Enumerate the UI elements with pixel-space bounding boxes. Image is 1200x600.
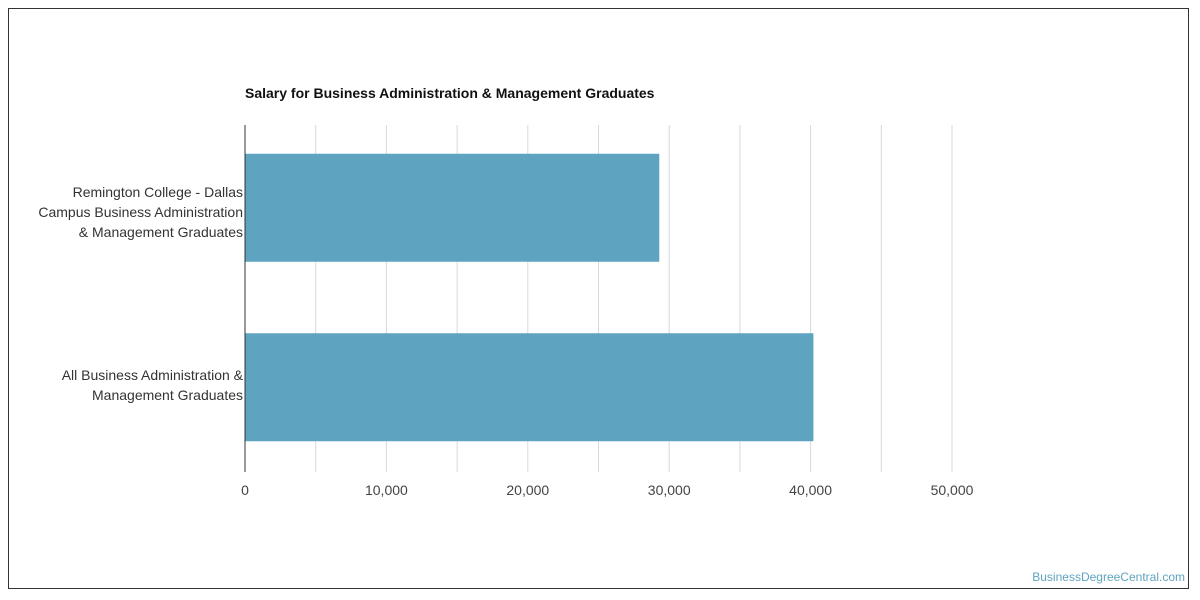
x-tick-label: 50,000: [931, 482, 974, 498]
category-label-line: All Business Administration &: [61, 367, 243, 383]
category-label-remington: Remington College - Dallas Campus Busine…: [3, 182, 243, 242]
chart-title: Salary for Business Administration & Man…: [245, 85, 655, 101]
category-label-line: Remington College - Dallas: [72, 184, 243, 200]
bar-0[interactable]: [245, 153, 660, 262]
bar-1[interactable]: [245, 333, 814, 442]
watermark-link[interactable]: BusinessDegreeCentral.com: [1032, 570, 1185, 584]
x-tick-label: 20,000: [506, 482, 549, 498]
x-tick-label: 40,000: [789, 482, 832, 498]
x-tick-label: 10,000: [365, 482, 408, 498]
x-tick-label: 0: [241, 482, 249, 498]
category-label-all: All Business Administration & Management…: [3, 365, 243, 405]
category-label-line: Management Graduates: [92, 387, 243, 403]
category-label-line: & Management Graduates: [78, 224, 243, 240]
x-tick-label: 30,000: [648, 482, 691, 498]
category-label-line: Campus Business Administration: [38, 204, 243, 220]
chart-frame: [8, 8, 1189, 589]
